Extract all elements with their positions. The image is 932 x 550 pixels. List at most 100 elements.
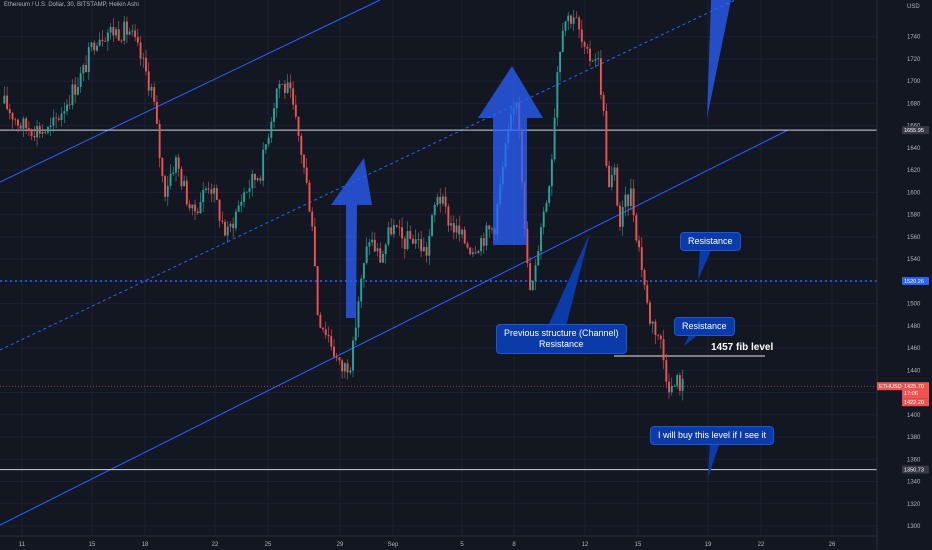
candle-body bbox=[322, 327, 325, 330]
candle-body bbox=[461, 229, 463, 235]
time-tick-label: 8 bbox=[512, 542, 516, 548]
time-tick-label: 18 bbox=[142, 542, 149, 548]
candle-body bbox=[466, 243, 469, 248]
candle-body bbox=[109, 27, 112, 33]
candle-body bbox=[60, 113, 63, 120]
candle-body bbox=[292, 88, 295, 105]
candle-body bbox=[14, 119, 17, 121]
candle-body bbox=[550, 159, 553, 187]
channel-callout-line2: Resistance bbox=[539, 339, 584, 349]
candle-body bbox=[471, 252, 474, 255]
candle-body bbox=[305, 167, 308, 183]
candle-body bbox=[373, 239, 376, 252]
candle-body bbox=[665, 360, 668, 382]
candle-body bbox=[8, 109, 11, 114]
candle-body bbox=[425, 247, 428, 256]
resistance-callout-mid: Resistance bbox=[674, 317, 735, 336]
candle-body bbox=[281, 83, 284, 85]
candle-body bbox=[283, 83, 286, 93]
candle-body bbox=[390, 227, 393, 235]
candle-body bbox=[561, 30, 564, 53]
time-tick-label: 5 bbox=[460, 542, 464, 548]
candle-body bbox=[491, 228, 493, 230]
time-tick-label: Sep bbox=[388, 542, 399, 548]
candle-body bbox=[180, 168, 183, 187]
time-tick-label: 25 bbox=[265, 542, 272, 548]
candle-body bbox=[349, 370, 352, 373]
candle-body bbox=[90, 42, 93, 48]
time-tick-label: 11 bbox=[19, 542, 26, 548]
candle-body bbox=[289, 82, 292, 89]
symbol-tag-label: ETHUSD bbox=[879, 384, 902, 390]
candle-body bbox=[153, 87, 156, 102]
candle-body bbox=[678, 375, 681, 391]
price-tick-label: 1300 bbox=[907, 524, 921, 530]
candle-body bbox=[341, 360, 344, 372]
candle-body bbox=[420, 239, 423, 252]
candle-body bbox=[379, 248, 382, 263]
candle-body bbox=[610, 175, 613, 188]
candle-body bbox=[139, 42, 142, 59]
time-tick-label: 15 bbox=[635, 542, 642, 548]
candle-body bbox=[643, 270, 646, 286]
candle-body bbox=[57, 118, 60, 120]
candle-body bbox=[49, 125, 52, 127]
candle-body bbox=[136, 37, 139, 43]
candle-body bbox=[74, 84, 77, 95]
candle-body bbox=[22, 118, 25, 129]
candle-body bbox=[254, 173, 256, 180]
candle-body bbox=[112, 27, 115, 36]
candle-body bbox=[673, 385, 676, 387]
fib-level-label: 1457 fib level bbox=[711, 342, 774, 353]
candle-body bbox=[433, 204, 436, 216]
candle-body bbox=[76, 86, 79, 95]
candle-body bbox=[297, 116, 300, 136]
candle-body bbox=[414, 239, 417, 244]
candle-body bbox=[177, 157, 180, 169]
candle-body bbox=[362, 263, 365, 279]
price-tick-label: 1360 bbox=[907, 457, 921, 463]
candle-body bbox=[87, 47, 90, 73]
candle-body bbox=[542, 211, 545, 228]
candle-body bbox=[82, 65, 85, 74]
candle-body bbox=[172, 172, 175, 174]
resistance-callout-top: Resistance bbox=[680, 232, 741, 251]
candle-body bbox=[346, 363, 349, 373]
candle-body bbox=[68, 104, 71, 106]
candle-body bbox=[368, 242, 371, 247]
candle-body bbox=[572, 17, 575, 24]
price-tick-label: 1500 bbox=[907, 302, 921, 308]
candle-body bbox=[651, 321, 654, 324]
candle-body bbox=[621, 207, 624, 227]
channel-mid-line bbox=[0, 0, 736, 351]
candle-body bbox=[145, 57, 147, 72]
candle-body bbox=[537, 250, 540, 266]
up-arrow-2 bbox=[478, 66, 543, 245]
candle-body bbox=[85, 65, 88, 73]
candle-body bbox=[6, 95, 9, 110]
channel-upper-line bbox=[0, 0, 381, 183]
candle-body bbox=[406, 231, 409, 250]
candle-body bbox=[270, 121, 273, 138]
candle-body bbox=[458, 225, 461, 235]
candle-body bbox=[161, 158, 164, 177]
candle-body bbox=[488, 225, 491, 230]
candle-body bbox=[96, 45, 98, 51]
candle-body bbox=[106, 32, 109, 42]
candle-body bbox=[25, 118, 28, 129]
candle-body bbox=[553, 117, 556, 160]
candle-body bbox=[559, 52, 562, 73]
candle-body bbox=[311, 211, 314, 227]
candle-body bbox=[164, 176, 167, 197]
candle-body bbox=[352, 340, 354, 371]
price-tick-label: 1440 bbox=[907, 368, 921, 374]
candle-body bbox=[191, 204, 194, 209]
candle-body bbox=[33, 135, 36, 138]
resistance-top-pointer bbox=[698, 248, 712, 280]
candle-body bbox=[570, 15, 572, 24]
candle-body bbox=[98, 39, 101, 46]
candle-body bbox=[63, 111, 66, 114]
candle-body bbox=[564, 21, 567, 31]
